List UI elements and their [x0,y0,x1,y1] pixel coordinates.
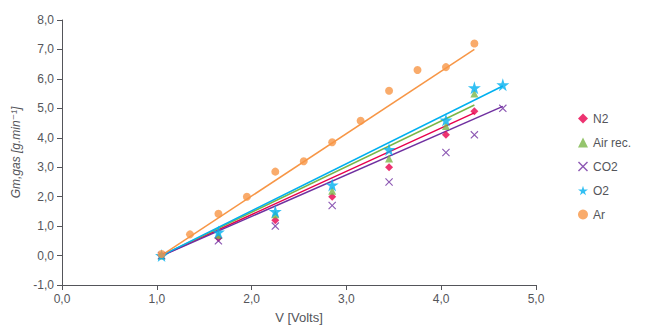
svg-text:V [Volts]: V [Volts] [275,310,323,325]
svg-text:CO2: CO2 [593,160,618,174]
svg-text:3,0: 3,0 [338,292,355,306]
svg-text:1,0: 1,0 [148,292,165,306]
svg-text:2,0: 2,0 [243,292,260,306]
svg-text:0,0: 0,0 [54,292,71,306]
svg-text:Air rec.: Air rec. [593,136,631,150]
svg-text:0,0: 0,0 [37,249,54,263]
svg-text:Ar: Ar [593,208,605,222]
svg-text:-1,0: -1,0 [33,278,54,292]
svg-text:8,0: 8,0 [37,13,54,27]
svg-text:4,0: 4,0 [433,292,450,306]
svg-text:N2: N2 [593,112,609,126]
svg-text:7,0: 7,0 [37,42,54,56]
svg-text:4,0: 4,0 [37,131,54,145]
svg-text:6,0: 6,0 [37,72,54,86]
svg-text:O2: O2 [593,184,609,198]
svg-text:Gm,gas [g.min⁻¹]: Gm,gas [g.min⁻¹] [9,106,23,198]
svg-text:5,0: 5,0 [528,292,545,306]
svg-text:2,0: 2,0 [37,190,54,204]
svg-text:5,0: 5,0 [37,101,54,115]
svg-text:3,0: 3,0 [37,160,54,174]
svg-text:1,0: 1,0 [37,219,54,233]
